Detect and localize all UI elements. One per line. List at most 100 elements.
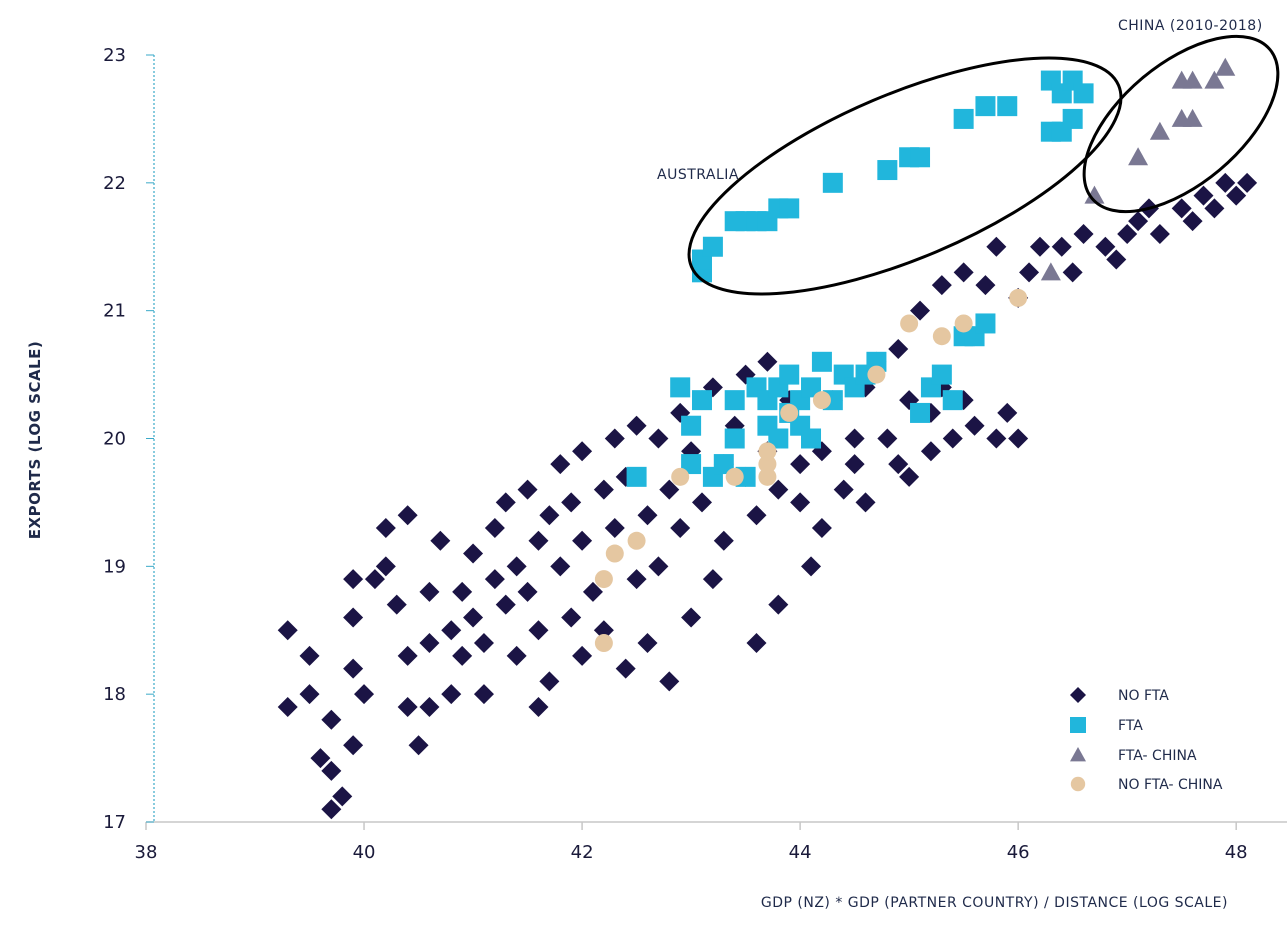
no-fta-point <box>463 543 484 564</box>
no-fta-point <box>550 556 571 577</box>
series-fta-china <box>1040 57 1236 281</box>
no-fta-china-point <box>758 442 777 461</box>
fta-china-point <box>1215 57 1236 76</box>
no-fta-point <box>310 748 331 769</box>
fta-point <box>724 428 745 449</box>
no-fta-point <box>768 479 789 500</box>
fta-point <box>866 351 887 372</box>
no-fta-point <box>920 441 941 462</box>
legend-label: NO FTA <box>1118 688 1169 704</box>
no-fta-point <box>321 709 342 730</box>
series-no-fta <box>277 172 1258 820</box>
no-fta-point <box>550 454 571 475</box>
no-fta-point <box>626 569 647 590</box>
no-fta-china-point <box>954 314 973 333</box>
no-fta-point <box>419 696 440 717</box>
no-fta-china-point <box>594 634 613 653</box>
fta-china-point <box>1204 70 1225 89</box>
fta-china-point <box>1084 185 1105 204</box>
no-fta-point <box>582 581 603 602</box>
no-fta-point <box>539 671 560 692</box>
no-fta-point <box>1008 428 1029 449</box>
no-fta-point <box>386 594 407 615</box>
series-no-fta-china <box>594 288 1028 653</box>
no-fta-point <box>397 505 418 526</box>
no-fta-point <box>746 505 767 526</box>
no-fta-point <box>343 569 364 590</box>
no-fta-point <box>811 517 832 538</box>
no-fta-point <box>375 517 396 538</box>
no-fta-point <box>637 633 658 654</box>
no-fta-point <box>888 454 909 475</box>
no-fta-point <box>1171 198 1192 219</box>
no-fta-point <box>441 620 462 641</box>
x-tick-label: 38 <box>135 842 158 863</box>
no-fta-point <box>964 415 985 436</box>
y-tick-label: 23 <box>103 45 126 66</box>
no-fta-point <box>910 300 931 321</box>
fta-point <box>779 364 800 385</box>
no-fta-point <box>397 696 418 717</box>
no-fta-point <box>942 428 963 449</box>
fta-point <box>975 313 996 334</box>
no-fta-point <box>659 671 680 692</box>
fta-point <box>997 96 1018 117</box>
no-fta-point <box>953 262 974 283</box>
no-fta-china-point <box>758 467 777 486</box>
legend-label: FTA <box>1118 718 1143 734</box>
fta-point <box>822 172 843 193</box>
no-fta-point <box>681 607 702 628</box>
no-fta-point <box>506 556 527 577</box>
no-fta-china-point <box>725 467 744 486</box>
fta-point <box>801 428 822 449</box>
australia-ellipse <box>687 56 1123 296</box>
no-fta-point <box>332 786 353 807</box>
fta-point <box>713 454 734 475</box>
legend-label: NO FTA- CHINA <box>1118 777 1223 793</box>
no-fta-point <box>375 556 396 577</box>
no-fta-point <box>1204 198 1225 219</box>
y-tick-label: 21 <box>103 301 126 322</box>
no-fta-point <box>931 275 952 296</box>
no-fta-point <box>746 633 767 654</box>
no-fta-point <box>670 517 691 538</box>
no-fta-point <box>321 799 342 820</box>
no-fta-point <box>441 684 462 705</box>
x-tick-label: 48 <box>1225 842 1248 863</box>
no-fta-point <box>1215 172 1236 193</box>
no-fta-point <box>702 569 723 590</box>
fta-point <box>681 415 702 436</box>
no-fta-point <box>354 684 375 705</box>
no-fta-point <box>1182 211 1203 232</box>
fta-china-point <box>1128 147 1149 166</box>
no-fta-point <box>506 645 527 666</box>
no-fta-point <box>877 428 898 449</box>
y-axis-title: EXPORTS (LOG SCALE) <box>26 341 44 539</box>
no-fta-point <box>1062 262 1083 283</box>
no-fta-point <box>1029 236 1050 257</box>
no-fta-point <box>648 428 669 449</box>
fta-point <box>942 390 963 411</box>
no-fta-point <box>473 684 494 705</box>
x-tick-label: 40 <box>353 842 376 863</box>
no-fta-china-point <box>594 570 613 589</box>
fta-china-point <box>1149 121 1170 140</box>
no-fta-point <box>1149 223 1170 244</box>
x-ticks: 38 40 42 44 46 48 <box>135 822 1248 863</box>
fta-point <box>931 364 952 385</box>
y-tick-label: 20 <box>103 429 126 450</box>
legend-marker-no-fta <box>1070 687 1086 703</box>
no-fta-point <box>484 517 505 538</box>
no-fta-point <box>1117 223 1138 244</box>
no-fta-point <box>299 645 320 666</box>
no-fta-point <box>757 351 778 372</box>
fta-point <box>724 390 745 411</box>
no-fta-point <box>408 735 429 756</box>
no-fta-point <box>637 505 658 526</box>
no-fta-point <box>604 428 625 449</box>
fta-point <box>692 390 712 411</box>
no-fta-point <box>561 492 582 513</box>
no-fta-point <box>888 339 909 360</box>
no-fta-point <box>473 633 494 654</box>
no-fta-point <box>615 658 636 679</box>
